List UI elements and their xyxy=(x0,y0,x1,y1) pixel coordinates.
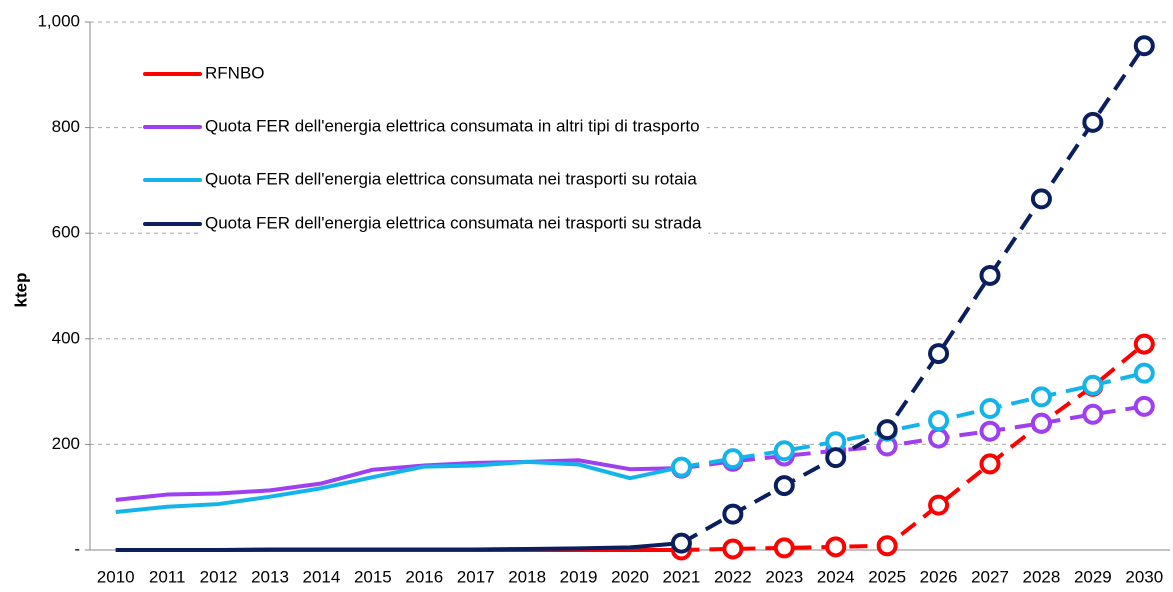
series-marker xyxy=(979,453,1001,475)
legend-bg xyxy=(198,61,272,87)
x-tick-label: 2015 xyxy=(354,567,392,586)
x-tick-label: 2016 xyxy=(405,567,443,586)
series-marker xyxy=(876,419,898,441)
legend-label: Quota FER dell'energia elettrica consuma… xyxy=(205,213,702,232)
series-marker xyxy=(1030,386,1052,408)
series-line xyxy=(115,459,682,514)
series-line-dashed xyxy=(680,44,1146,545)
x-tick-label: 2027 xyxy=(971,567,1009,586)
series-line-dashed xyxy=(681,342,1146,552)
x-tick-label: 2023 xyxy=(765,567,803,586)
series-marker xyxy=(928,410,950,432)
series-marker xyxy=(773,475,795,497)
x-tick-label: 2025 xyxy=(868,567,906,586)
y-tick-label: 400 xyxy=(52,328,80,347)
series-line-dashed xyxy=(681,371,1145,470)
series-marker xyxy=(1030,188,1052,210)
series-marker xyxy=(722,538,744,560)
series-marker xyxy=(928,427,950,449)
x-tick-label: 2029 xyxy=(1074,567,1112,586)
legend-bg xyxy=(198,167,704,193)
series-marker xyxy=(1082,403,1104,425)
x-tick-label: 2013 xyxy=(251,567,289,586)
y-tick-label: 200 xyxy=(52,434,80,453)
series-marker xyxy=(1030,412,1052,434)
series-marker xyxy=(670,456,692,478)
legend-bg xyxy=(198,211,709,237)
series-marker xyxy=(1133,395,1155,417)
y-tick-label: - xyxy=(74,539,80,558)
x-tick-label: 2010 xyxy=(97,567,135,586)
series-marker xyxy=(670,532,692,554)
x-tick-label: 2017 xyxy=(457,567,495,586)
legend-bg xyxy=(198,114,707,140)
legend-label: Quota FER dell'energia elettrica consuma… xyxy=(205,169,697,188)
x-tick-label: 2022 xyxy=(714,567,752,586)
series-marker xyxy=(1082,111,1104,133)
series-marker xyxy=(979,397,1001,419)
y-axis-label: ktep xyxy=(11,273,30,308)
x-tick-label: 2028 xyxy=(1023,567,1061,586)
x-tick-label: 2021 xyxy=(663,567,701,586)
y-tick-label: 600 xyxy=(52,223,80,242)
series-line xyxy=(115,458,682,502)
x-tick-label: 2011 xyxy=(149,567,186,586)
series-marker xyxy=(773,537,795,559)
series-line xyxy=(115,541,682,552)
series-marker xyxy=(825,447,847,469)
legend-label: RFNBO xyxy=(205,63,265,82)
series-marker xyxy=(979,264,1001,286)
x-tick-label: 2024 xyxy=(817,567,855,586)
series-marker xyxy=(722,448,744,470)
series-marker xyxy=(773,440,795,462)
series-line-dashed xyxy=(681,404,1145,471)
series-marker xyxy=(825,536,847,558)
y-tick-label: 1,000 xyxy=(37,11,80,30)
series-marker xyxy=(1133,362,1155,384)
x-tick-label: 2030 xyxy=(1125,567,1163,586)
x-tick-label: 2012 xyxy=(200,567,238,586)
series-marker xyxy=(1082,374,1104,396)
series-marker xyxy=(722,503,744,525)
series-marker xyxy=(876,535,898,557)
x-tick-label: 2014 xyxy=(303,567,341,586)
x-tick-label: 2020 xyxy=(611,567,649,586)
series-marker xyxy=(979,420,1001,442)
x-tick-label: 2019 xyxy=(560,567,598,586)
series-marker xyxy=(1133,35,1155,57)
x-tick-label: 2026 xyxy=(920,567,958,586)
y-tick-label: 800 xyxy=(52,117,80,136)
series-marker xyxy=(1133,333,1155,355)
legend: RFNBO Quota FER dell'energia elettrica co… xyxy=(143,61,709,237)
series-marker xyxy=(928,494,950,516)
series-marker xyxy=(928,343,950,365)
x-tick-label: 2018 xyxy=(508,567,546,586)
legend-label: Quota FER dell'energia elettrica consuma… xyxy=(205,116,700,135)
